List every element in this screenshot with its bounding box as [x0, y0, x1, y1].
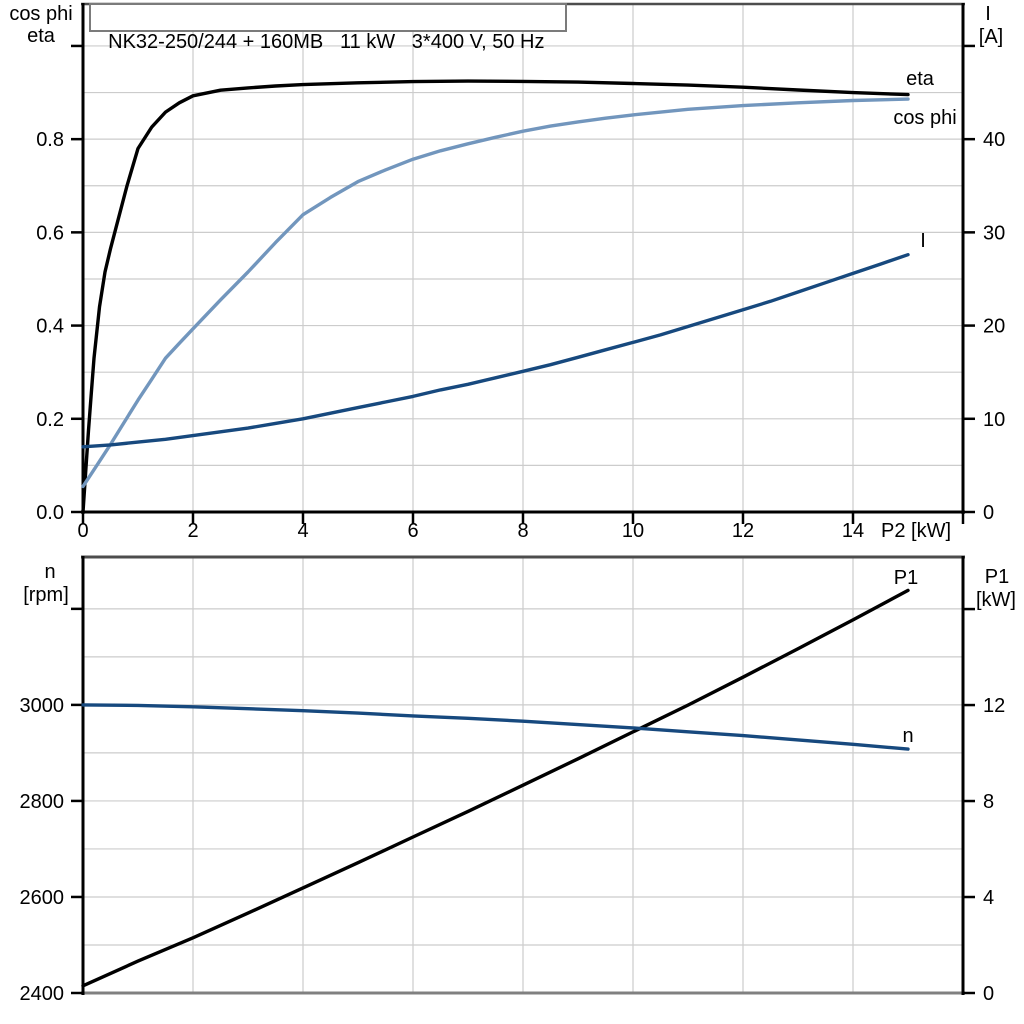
chart2-right-axis-header: P1	[985, 566, 1009, 588]
chart2-right-axis-header: [kW]	[976, 589, 1016, 611]
curve-eta	[81, 79, 910, 514]
chart1-tick-label-right: 30	[983, 222, 1005, 244]
chart2-left-axis-header: n	[44, 561, 55, 583]
chart2-tick-label-right: 4	[983, 887, 994, 909]
chart1-tick-label-x: 2	[187, 520, 198, 542]
curve-i	[81, 252, 910, 449]
curve-label-n: n	[902, 725, 913, 747]
chart1-tick-label-x: 10	[622, 520, 644, 542]
pump-title-box: NK32-250/244 + 160MB 11 kW 3*400 V, 50 H…	[89, 3, 567, 53]
chart1-right-axis-header: [A]	[979, 26, 1003, 48]
chart2-tick-label-left: 3000	[20, 695, 65, 717]
curve-label-eta: eta	[906, 68, 935, 90]
curve-p1	[81, 588, 910, 988]
chart1-tick-label-x: 8	[517, 520, 528, 542]
chart1-tick-label-left: 0.8	[36, 129, 64, 151]
chart1-left-axis-header: cos phi	[9, 3, 72, 25]
chart1-tick-label-left: 0.2	[36, 409, 64, 431]
curve-cos-phi	[81, 97, 910, 489]
chart1-tick-label-right: 0	[983, 502, 994, 524]
chart1-tick-label-x: 4	[297, 520, 308, 542]
pump-title-text: NK32-250/244 + 160MB 11 kW 3*400 V, 50 H…	[108, 31, 545, 53]
chart1-tick-label-left: 0.6	[36, 222, 64, 244]
chart1-x-axis-unit-label: P2 [kW]	[881, 520, 951, 542]
chart1-right-axis-header: I	[985, 3, 991, 25]
chart1-tick-label-x: 0	[77, 520, 88, 542]
chart2-tick-label-right: 8	[983, 791, 994, 813]
chart1-tick-label-right: 10	[983, 409, 1005, 431]
chart1-tick-label-left: 0.4	[36, 316, 64, 338]
curve-label-cos-phi: cos phi	[893, 107, 956, 129]
chart2-tick-label-right: 12	[983, 695, 1005, 717]
chart2-tick-label-left: 2400	[20, 983, 65, 1005]
curve-label-p1: P1	[894, 567, 918, 589]
chart1-tick-label-x: 12	[732, 520, 754, 542]
chart1-tick-label-right: 20	[983, 316, 1005, 338]
chart1-tick-label-left: 0.0	[36, 502, 64, 524]
chart1-left-axis-header: eta	[27, 25, 56, 47]
chart2-tick-label-left: 2800	[20, 791, 65, 813]
chart2-tick-label-left: 2600	[20, 887, 65, 909]
chart1-tick-label-x: 14	[842, 520, 864, 542]
curve-label-i: I	[920, 230, 926, 252]
chart2-tick-label-right: 0	[983, 983, 994, 1005]
chart2-left-axis-header: [rpm]	[23, 584, 69, 606]
chart1-tick-label-x: 6	[407, 520, 418, 542]
curve-n	[81, 703, 910, 751]
chart1-tick-label-right: 40	[983, 129, 1005, 151]
